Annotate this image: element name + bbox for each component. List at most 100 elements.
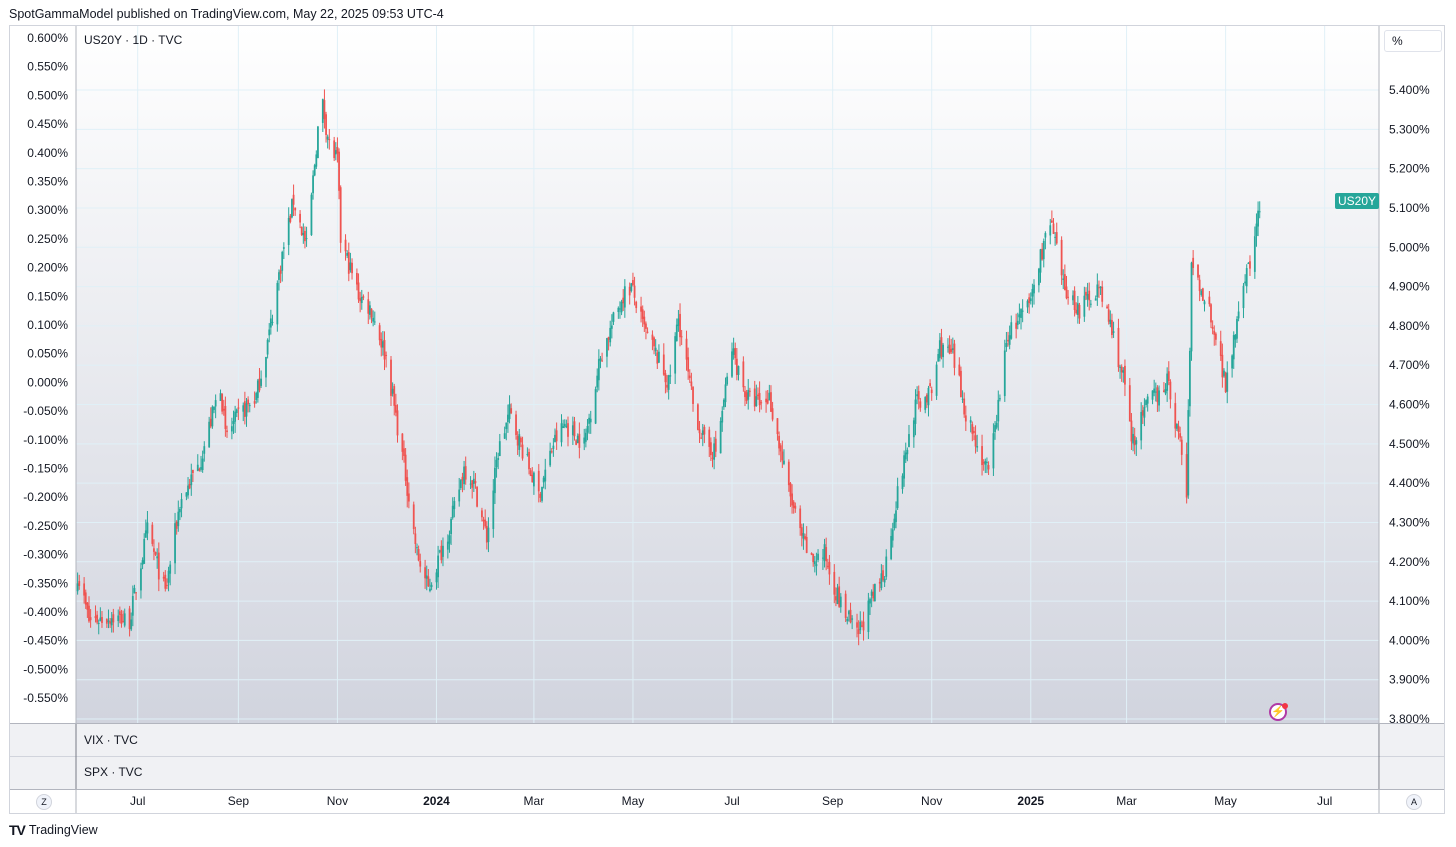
vix-pane-legend[interactable]: VIX · TVC (84, 733, 138, 747)
candle-body (735, 358, 738, 375)
timezone-toggle-button[interactable]: Z (36, 794, 52, 810)
candle-body (904, 452, 907, 460)
left-axis-tick-label: -0.150% (23, 462, 68, 476)
candle-body (1096, 284, 1099, 298)
candle-body (1041, 248, 1044, 260)
candle-body (925, 394, 928, 403)
candle-body (794, 505, 797, 509)
candle-body (1106, 306, 1108, 309)
tradingview-logo[interactable]: TV TradingView (9, 822, 98, 838)
candle-body (269, 318, 272, 328)
candle-body (192, 469, 194, 474)
candle-body (334, 150, 337, 155)
candle-body (105, 618, 108, 624)
candle-body (1063, 274, 1066, 290)
candle-body (401, 433, 404, 452)
candle-body (532, 472, 535, 487)
candle-body (701, 430, 704, 436)
right-axis-tick-label: 4.400% (1389, 476, 1430, 490)
candle-body (791, 493, 793, 506)
candle-body (1026, 300, 1029, 308)
candle-body (1039, 249, 1042, 273)
candle-body (745, 392, 748, 401)
candle-body (304, 230, 306, 242)
candle-body (675, 324, 678, 342)
candle-body (226, 430, 228, 433)
candle-body (107, 620, 110, 623)
candle-body (135, 592, 137, 594)
left-axis-tick-label: 0.600% (27, 31, 68, 45)
candle-body (833, 571, 836, 595)
candle-body (1247, 263, 1250, 265)
candle-body (878, 581, 881, 584)
candle-body (1244, 281, 1246, 284)
left-axis-tick-label: -0.350% (23, 576, 68, 590)
candle-series (76, 89, 1261, 646)
price-scale-unit[interactable]: % (1384, 30, 1442, 52)
candle-body (498, 441, 501, 457)
candle-body (1133, 435, 1136, 446)
candle-body (667, 375, 670, 390)
candle-body (747, 390, 750, 400)
candle-body (565, 425, 568, 427)
candle-body (766, 399, 769, 404)
candle-body (198, 468, 201, 471)
candle-body (549, 450, 552, 466)
candle-body (528, 451, 530, 470)
candle-body (1176, 423, 1178, 429)
candle-body (146, 522, 149, 534)
candle-body (156, 556, 159, 559)
candle-body (446, 541, 449, 550)
candle-body (450, 518, 452, 535)
vix-pane-right (1380, 724, 1444, 756)
candle-body (1128, 385, 1131, 422)
right-axis-tick-label: 5.400% (1389, 83, 1430, 97)
candle-body (448, 535, 451, 544)
spx-pane-legend[interactable]: SPX · TVC (84, 765, 143, 779)
candle-body (906, 449, 909, 455)
candle-body (1049, 225, 1052, 236)
candle-body (1052, 223, 1055, 234)
auto-scale-button[interactable]: A (1406, 794, 1422, 810)
candle-body (823, 544, 826, 561)
candle-body (1083, 295, 1086, 317)
candle-body (555, 430, 558, 442)
candle-body (1231, 355, 1234, 369)
candle-body (1203, 301, 1206, 305)
candle-body (1214, 333, 1217, 340)
left-axis-tick-label: 0.550% (27, 60, 68, 74)
candle-body (287, 217, 290, 246)
candle-body (333, 140, 336, 159)
candle-body (1200, 290, 1203, 295)
candle-body (924, 397, 927, 410)
candle-body (437, 555, 439, 578)
main-pane-legend[interactable]: US20Y · 1D · TVC (84, 33, 183, 47)
candle-body (463, 466, 465, 485)
candle-body (609, 327, 612, 343)
candle-body (196, 464, 199, 471)
candle-body (722, 399, 725, 408)
lightning-icon[interactable]: ⚡ (1269, 703, 1288, 721)
candle-body (484, 519, 487, 527)
left-axis-tick-label: 0.350% (27, 175, 68, 189)
candle-body (1234, 334, 1237, 340)
candle-body (961, 398, 964, 400)
candle-body (1224, 372, 1227, 393)
candle-body (776, 418, 779, 435)
candle-body (208, 421, 211, 448)
candle-body (1119, 366, 1121, 368)
candle-body (404, 454, 407, 481)
candle-body (174, 523, 176, 564)
candle-body (391, 388, 394, 394)
candle-body (1016, 320, 1019, 325)
candle-body (687, 357, 690, 372)
candle-body (1015, 322, 1018, 329)
candle-body (1185, 454, 1188, 498)
candle-body (419, 561, 422, 567)
candle-body (219, 393, 222, 401)
candle-body (1180, 439, 1183, 455)
candle-body (835, 596, 837, 601)
candle-body (140, 568, 142, 591)
candle-body (937, 354, 940, 362)
